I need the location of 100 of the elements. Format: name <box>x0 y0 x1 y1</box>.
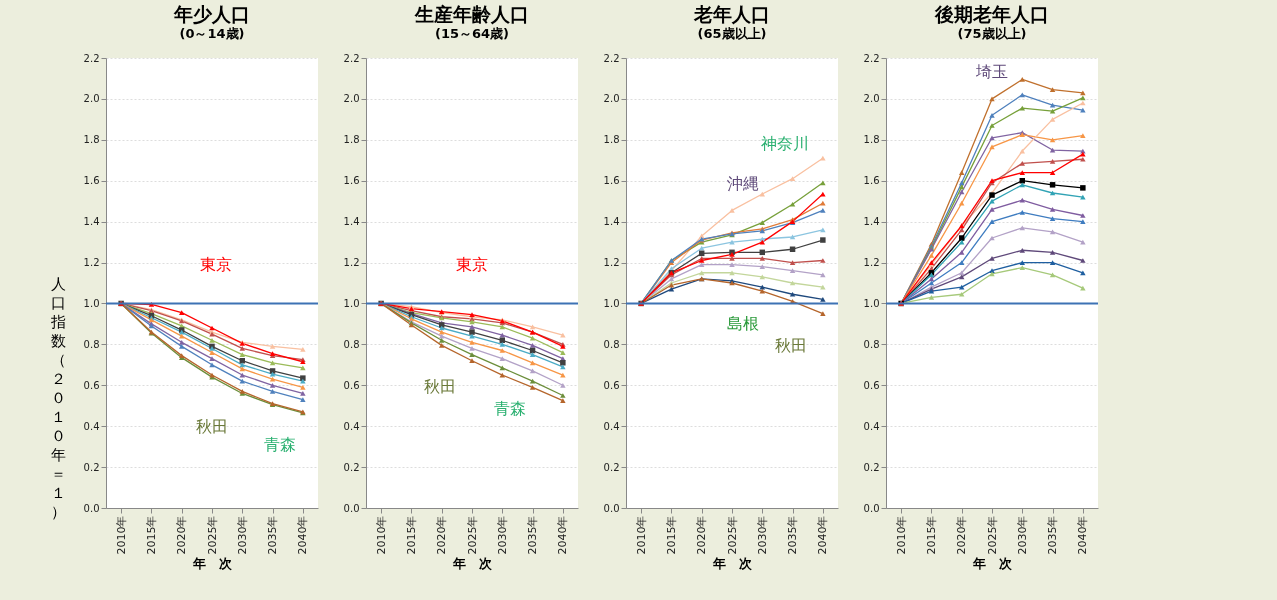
chart-subtitle: (0～14歳) <box>179 26 245 41</box>
y-tick-label: 1.4 <box>343 216 360 228</box>
annotation: 沖縄 <box>726 174 759 193</box>
y-tick-label: 0.2 <box>343 461 360 473</box>
y-tick-label: 1.8 <box>83 134 100 146</box>
y-tick-label: 1.0 <box>343 297 360 309</box>
x-tick-label: 2040年 <box>296 515 310 555</box>
annotation: 秋田 <box>424 376 457 396</box>
chart-subtitle: (15～64歳) <box>434 26 510 41</box>
y-tick-label: 1.8 <box>863 134 880 146</box>
y-tick-label: 0.2 <box>603 461 620 473</box>
y-tick-label: 1.4 <box>863 216 880 228</box>
y-tick-label: 2.2 <box>83 52 100 64</box>
x-tick-label: 2025年 <box>205 515 219 555</box>
y-tick-label: 1.4 <box>83 216 100 228</box>
x-tick-label: 2040年 <box>1076 515 1090 555</box>
annotation: 青森 <box>263 435 296 454</box>
x-tick-label: 2040年 <box>556 515 570 555</box>
y-tick-label: 2.0 <box>603 93 620 105</box>
x-tick-label: 2015年 <box>404 515 418 555</box>
annotation: 島根 <box>726 313 759 333</box>
y-tick-label: 1.6 <box>863 175 880 187</box>
y-tick-label: 1.2 <box>343 257 360 269</box>
x-axis-title: 年 次 <box>972 556 1013 572</box>
text: 人口指数（２０１０年＝１） <box>51 274 66 521</box>
y-tick-label: 0.0 <box>603 502 620 514</box>
annotation: 秋田 <box>196 417 228 436</box>
x-tick-label: 2035年 <box>786 515 800 555</box>
x-axis-title: 年 次 <box>712 556 753 572</box>
chart-title: 年少人口 <box>173 3 250 25</box>
y-tick-label: 2.0 <box>863 93 880 105</box>
y-tick-label: 2.0 <box>83 93 100 105</box>
x-tick-label: 2015年 <box>924 515 938 555</box>
y-tick-label: 0.8 <box>343 338 360 350</box>
x-tick-label: 2030年 <box>1015 515 1029 555</box>
x-axis-title: 年 次 <box>192 556 233 572</box>
x-tick-label: 2020年 <box>955 515 969 555</box>
x-tick-label: 2010年 <box>634 515 648 555</box>
y-tick-label: 1.0 <box>603 297 620 309</box>
x-tick-label: 2030年 <box>495 515 509 555</box>
x-tick-label: 2015年 <box>144 515 158 555</box>
annotation: 神奈川 <box>761 133 809 153</box>
y-tick-label: 0.0 <box>343 502 360 514</box>
y-tick-label: 1.2 <box>603 257 620 269</box>
x-tick-label: 2010年 <box>114 515 128 555</box>
y-tick-label: 0.8 <box>83 338 100 350</box>
x-tick-label: 2035年 <box>1046 515 1060 555</box>
y-tick-label: 0.4 <box>83 420 100 432</box>
x-tick-label: 2020年 <box>695 515 709 555</box>
chart-title: 老年人口 <box>693 3 770 25</box>
y-tick-label: 1.0 <box>83 297 100 309</box>
x-tick-label: 2025年 <box>985 515 999 555</box>
y-tick-label: 2.2 <box>603 52 620 64</box>
y-tick-label: 1.0 <box>863 297 880 309</box>
y-tick-label: 0.0 <box>83 502 100 514</box>
x-tick-label: 2030年 <box>235 515 249 555</box>
y-tick-label: 1.6 <box>343 175 360 187</box>
y-tick-label: 2.2 <box>863 52 880 64</box>
chart-title: 後期老年人口 <box>934 3 1049 25</box>
y-tick-label: 0.6 <box>603 379 620 391</box>
y-tick-label: 0.6 <box>343 379 360 391</box>
annotation: 秋田 <box>775 336 808 355</box>
x-tick-label: 2010年 <box>374 515 388 555</box>
y-tick-label: 0.2 <box>83 461 100 473</box>
x-tick-label: 2020年 <box>435 515 449 555</box>
annotation: 東京 <box>200 255 233 274</box>
y-tick-label: 2.0 <box>343 93 360 105</box>
x-tick-label: 2025年 <box>725 515 739 555</box>
x-tick-label: 2040年 <box>816 515 830 555</box>
chart-title: 生産年齢人口 <box>414 3 529 25</box>
x-axis-title: 年 次 <box>452 556 493 572</box>
y-tick-label: 1.4 <box>603 216 620 228</box>
chart-subtitle: (65歳以上) <box>697 26 767 41</box>
x-tick-label: 2030年 <box>755 515 769 555</box>
y-tick-label: 1.6 <box>603 175 620 187</box>
y-tick-label: 0.0 <box>863 502 880 514</box>
y-tick-label: 1.8 <box>343 134 360 146</box>
y-tick-label: 1.2 <box>863 257 880 269</box>
y-tick-label: 1.2 <box>83 257 100 269</box>
y-tick-label: 0.8 <box>863 338 880 350</box>
chart-subtitle: (75歳以上) <box>957 26 1027 41</box>
y-tick-label: 0.8 <box>603 338 620 350</box>
y-tick-label: 2.2 <box>343 52 360 64</box>
annotation: 埼玉 <box>975 61 1008 81</box>
y-tick-label: 0.6 <box>863 379 880 391</box>
y-tick-label: 0.2 <box>863 461 880 473</box>
x-tick-label: 2025年 <box>465 515 479 555</box>
x-tick-label: 2035年 <box>526 515 540 555</box>
y-tick-label: 0.4 <box>343 420 360 432</box>
y-tick-label: 1.8 <box>603 134 620 146</box>
x-tick-label: 2020年 <box>175 515 189 555</box>
annotation: 東京 <box>456 255 488 274</box>
y-tick-label: 0.6 <box>83 379 100 391</box>
y-tick-label: 0.4 <box>603 420 620 432</box>
x-tick-label: 2015年 <box>664 515 678 555</box>
x-tick-label: 2010年 <box>894 515 908 555</box>
y-tick-label: 0.4 <box>863 420 880 432</box>
y-tick-label: 1.6 <box>83 175 100 187</box>
x-tick-label: 2035年 <box>266 515 280 555</box>
annotation: 青森 <box>494 399 527 418</box>
